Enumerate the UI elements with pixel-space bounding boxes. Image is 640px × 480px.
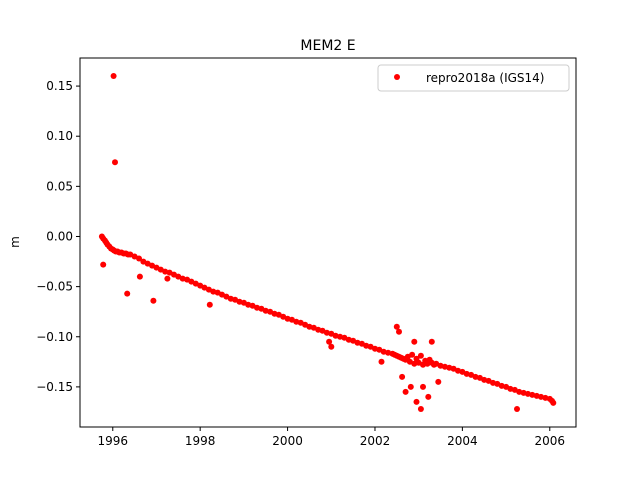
legend-label: repro2018a (IGS14) xyxy=(426,71,544,85)
legend-marker xyxy=(394,74,400,80)
data-point xyxy=(428,338,435,345)
data-point xyxy=(393,323,400,330)
y-tick-label: 0.10 xyxy=(46,129,73,143)
data-point xyxy=(124,290,131,297)
x-tick-label: 2004 xyxy=(447,434,478,448)
data-point xyxy=(136,273,143,280)
y-tick-label: 0.15 xyxy=(46,79,73,93)
plot-area xyxy=(98,73,557,412)
y-tick-label: 0.00 xyxy=(46,229,73,243)
data-point xyxy=(136,255,142,262)
x-tick-label: 1998 xyxy=(185,434,216,448)
x-tick-label: 2002 xyxy=(360,434,391,448)
data-point xyxy=(420,383,426,390)
data-point xyxy=(514,406,520,412)
data-point xyxy=(417,406,424,412)
data-point xyxy=(407,383,414,390)
y-axis: 0.15 0.10 0.05 0.00 −0.05 −0.10 −0.15 xyxy=(36,79,80,394)
x-axis: 1996 1998 2000 2002 2004 2006 xyxy=(98,427,566,448)
data-point xyxy=(100,261,107,268)
data-point xyxy=(425,393,432,400)
data-point xyxy=(378,358,385,365)
data-point xyxy=(396,328,402,335)
data-point xyxy=(402,388,409,395)
data-point xyxy=(399,373,406,380)
data-point xyxy=(164,275,171,282)
data-point xyxy=(150,297,157,304)
data-point xyxy=(110,73,117,79)
legend-box xyxy=(377,64,570,92)
y-tick-label: −0.15 xyxy=(36,380,73,394)
y-tick-label: 0.05 xyxy=(46,179,73,193)
y-tick-label: −0.10 xyxy=(36,330,73,344)
x-tick-label: 2000 xyxy=(272,434,303,448)
data-point xyxy=(328,343,335,350)
x-tick-label: 2006 xyxy=(535,434,566,448)
data-point xyxy=(409,351,416,358)
axes-frame xyxy=(79,57,577,428)
data-point xyxy=(326,338,333,345)
data-point xyxy=(206,301,213,308)
series-points xyxy=(98,73,557,412)
data-point xyxy=(413,398,420,405)
x-tick-label: 1996 xyxy=(98,434,129,448)
data-point xyxy=(411,338,418,345)
legend: repro2018a (IGS14) xyxy=(377,64,570,92)
y-tick-label: −0.05 xyxy=(36,280,73,294)
y-axis-label: m xyxy=(8,236,22,248)
data-point xyxy=(112,159,118,166)
data-point xyxy=(435,378,442,385)
data-point xyxy=(550,399,557,406)
data-point xyxy=(417,352,424,359)
chart-title: MEM2 E xyxy=(300,38,355,54)
